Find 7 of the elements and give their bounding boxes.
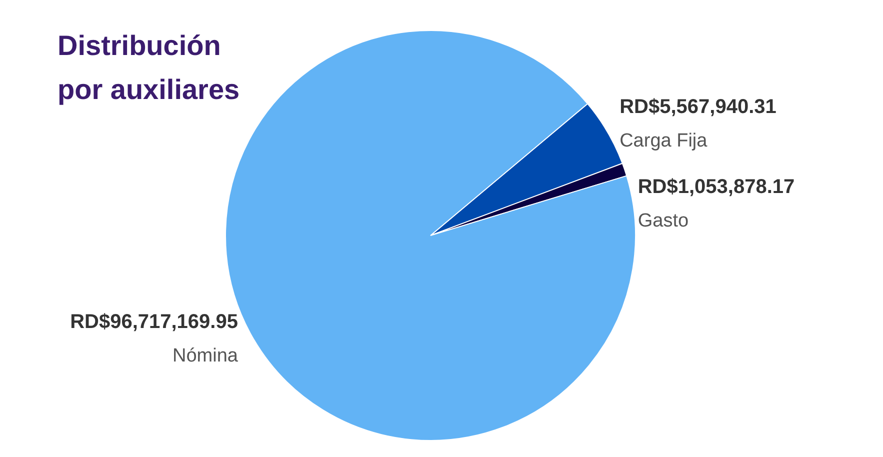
data-label: RD$96,717,169.95 [70,310,238,333]
data-label: RD$1,053,878.17 [638,176,795,198]
data-label: RD$5,567,940.31 [620,96,776,118]
text: Distribución por auxiliares [58,30,240,105]
slice-label: Carga Fija [620,130,708,152]
slice-label: Nómina [172,345,238,366]
slice-label: Gasto [638,210,689,232]
